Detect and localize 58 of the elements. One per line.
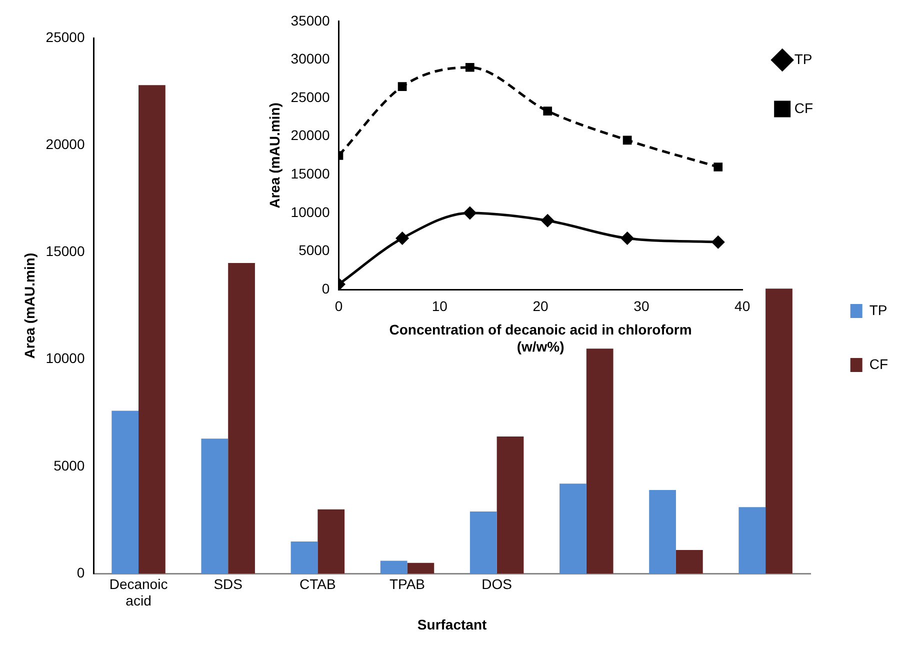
x-tick-label: DOS xyxy=(482,576,512,592)
point xyxy=(621,232,634,245)
bar xyxy=(380,560,408,574)
y-tick-label: 25000 xyxy=(46,28,85,45)
legend-label: TP xyxy=(794,50,812,67)
y-tick-label: 15000 xyxy=(46,243,85,260)
x-tick-label: 0 xyxy=(334,298,343,314)
point xyxy=(465,62,474,72)
y-tick-label: 30000 xyxy=(290,50,330,67)
bar xyxy=(112,410,139,574)
point xyxy=(396,232,409,245)
bar xyxy=(318,509,345,574)
bar xyxy=(496,436,524,574)
legend-label: TP xyxy=(869,302,888,318)
bar xyxy=(738,507,766,574)
x-tick-label: 20 xyxy=(532,298,549,314)
x-axis-title: Surfactant xyxy=(417,616,487,632)
point xyxy=(714,162,723,172)
x-tick-label: TPAB xyxy=(389,576,426,592)
bar xyxy=(586,348,614,574)
y-tick-label: 15000 xyxy=(290,166,330,182)
y-tick-label: 25000 xyxy=(290,88,330,105)
bar xyxy=(138,85,166,574)
x-tick-label: 30 xyxy=(634,298,650,314)
x-tick-label: 40 xyxy=(734,298,750,314)
point xyxy=(541,214,554,227)
bar xyxy=(649,490,676,574)
bar xyxy=(766,288,792,574)
point xyxy=(398,82,407,91)
y-axis-title: Area (mAU.min) xyxy=(21,252,38,359)
y-tick-label: 0 xyxy=(322,280,330,296)
x-tick-label: CTAB xyxy=(300,576,336,592)
bar xyxy=(290,541,318,574)
bar xyxy=(676,550,703,574)
x-axis-title: Concentration of decanoic acid in chloroform (w/w%) xyxy=(389,322,692,354)
x-tick-label: SDS xyxy=(214,576,242,592)
point xyxy=(622,136,632,145)
point xyxy=(712,236,724,248)
bar xyxy=(407,562,434,574)
point xyxy=(543,106,552,116)
x-tick-label: Decanoic acid xyxy=(109,576,168,609)
x-tick-label: 10 xyxy=(432,298,448,314)
y-tick-label: 35000 xyxy=(290,12,330,28)
y-tick-label: 5000 xyxy=(298,242,330,258)
y-tick-label: 0 xyxy=(76,564,85,580)
legend-label: CF xyxy=(794,100,814,116)
bar xyxy=(470,511,497,574)
legend-label: CF xyxy=(869,356,888,372)
point xyxy=(464,206,476,220)
y-tick-label: 20000 xyxy=(46,136,85,152)
y-tick-label: 20000 xyxy=(290,127,330,144)
bar xyxy=(228,262,255,574)
y-axis-title: Area (mAU.min) xyxy=(266,102,282,208)
y-tick-label: 5000 xyxy=(54,457,85,474)
bar xyxy=(201,438,228,574)
bar xyxy=(560,484,586,574)
y-tick-label: 10000 xyxy=(46,350,85,366)
y-tick-label: 10000 xyxy=(290,204,330,220)
